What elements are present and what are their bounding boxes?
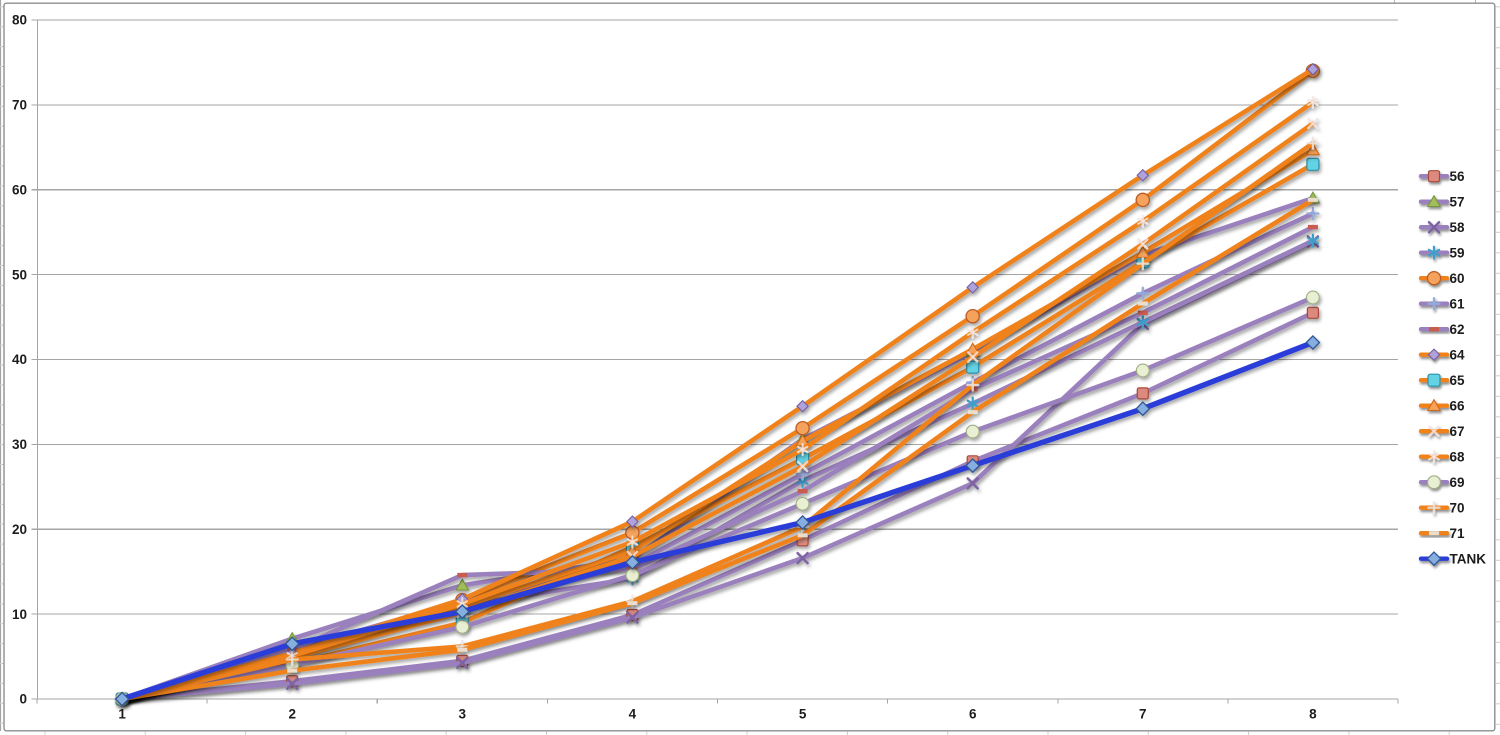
svg-text:80: 80	[12, 13, 27, 28]
svg-text:7: 7	[1139, 706, 1147, 721]
svg-text:66: 66	[1450, 399, 1466, 414]
svg-text:68: 68	[1450, 450, 1466, 465]
svg-text:TANK: TANK	[1450, 552, 1487, 567]
svg-text:60: 60	[1450, 271, 1465, 286]
svg-text:57: 57	[1450, 195, 1465, 210]
svg-text:10: 10	[12, 607, 27, 622]
svg-text:65: 65	[1450, 373, 1466, 388]
svg-text:71: 71	[1450, 526, 1466, 541]
svg-text:64: 64	[1450, 348, 1466, 363]
svg-text:70: 70	[1450, 501, 1465, 516]
svg-text:50: 50	[12, 267, 27, 282]
svg-text:2: 2	[288, 706, 296, 721]
svg-text:0: 0	[19, 692, 27, 707]
svg-text:59: 59	[1450, 246, 1465, 261]
svg-text:8: 8	[1309, 706, 1317, 721]
svg-text:62: 62	[1450, 322, 1465, 337]
svg-text:56: 56	[1450, 169, 1466, 184]
svg-text:67: 67	[1450, 424, 1465, 439]
svg-text:5: 5	[799, 706, 807, 721]
svg-text:4: 4	[629, 706, 637, 721]
svg-text:20: 20	[12, 522, 27, 537]
svg-text:40: 40	[12, 352, 27, 367]
svg-text:3: 3	[459, 706, 467, 721]
svg-text:70: 70	[12, 98, 27, 113]
svg-text:1: 1	[118, 706, 126, 721]
svg-text:30: 30	[12, 437, 27, 452]
svg-text:69: 69	[1450, 475, 1465, 490]
svg-text:58: 58	[1450, 220, 1466, 235]
svg-text:6: 6	[969, 706, 977, 721]
svg-text:60: 60	[12, 182, 27, 197]
svg-text:61: 61	[1450, 297, 1466, 312]
